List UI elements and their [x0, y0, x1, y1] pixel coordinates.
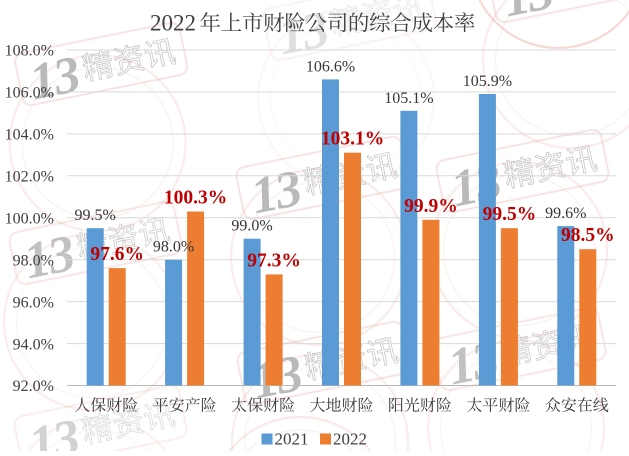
- svg-text:98.5%: 98.5%: [561, 225, 615, 246]
- svg-text:100.0%: 100.0%: [5, 210, 54, 227]
- svg-text:2021: 2021: [275, 430, 309, 449]
- svg-text:97.6%: 97.6%: [90, 244, 144, 265]
- svg-text:105.9%: 105.9%: [463, 73, 512, 90]
- svg-text:94.0%: 94.0%: [13, 336, 54, 353]
- svg-text:98.0%: 98.0%: [153, 239, 194, 256]
- svg-text:102.0%: 102.0%: [5, 169, 54, 186]
- svg-text:105.1%: 105.1%: [384, 90, 433, 107]
- svg-text:2022: 2022: [150, 11, 196, 36]
- svg-text:98.0%: 98.0%: [13, 252, 54, 269]
- svg-text:99.5%: 99.5%: [75, 207, 116, 224]
- svg-text:99.0%: 99.0%: [231, 218, 272, 235]
- svg-text:96.0%: 96.0%: [13, 294, 54, 311]
- svg-text:106.6%: 106.6%: [306, 58, 355, 75]
- svg-text:99.6%: 99.6%: [545, 205, 586, 222]
- svg-text:103.1%: 103.1%: [321, 129, 384, 150]
- svg-text:92.0%: 92.0%: [13, 378, 54, 395]
- svg-text:99.5%: 99.5%: [483, 204, 537, 225]
- svg-text:104.0%: 104.0%: [5, 127, 54, 144]
- svg-text:99.9%: 99.9%: [404, 196, 458, 217]
- svg-text:97.3%: 97.3%: [247, 250, 301, 271]
- svg-text:100.3%: 100.3%: [164, 188, 227, 209]
- svg-text:106.0%: 106.0%: [5, 85, 54, 102]
- svg-text:108.0%: 108.0%: [5, 43, 54, 60]
- svg-text:2022: 2022: [333, 430, 367, 449]
